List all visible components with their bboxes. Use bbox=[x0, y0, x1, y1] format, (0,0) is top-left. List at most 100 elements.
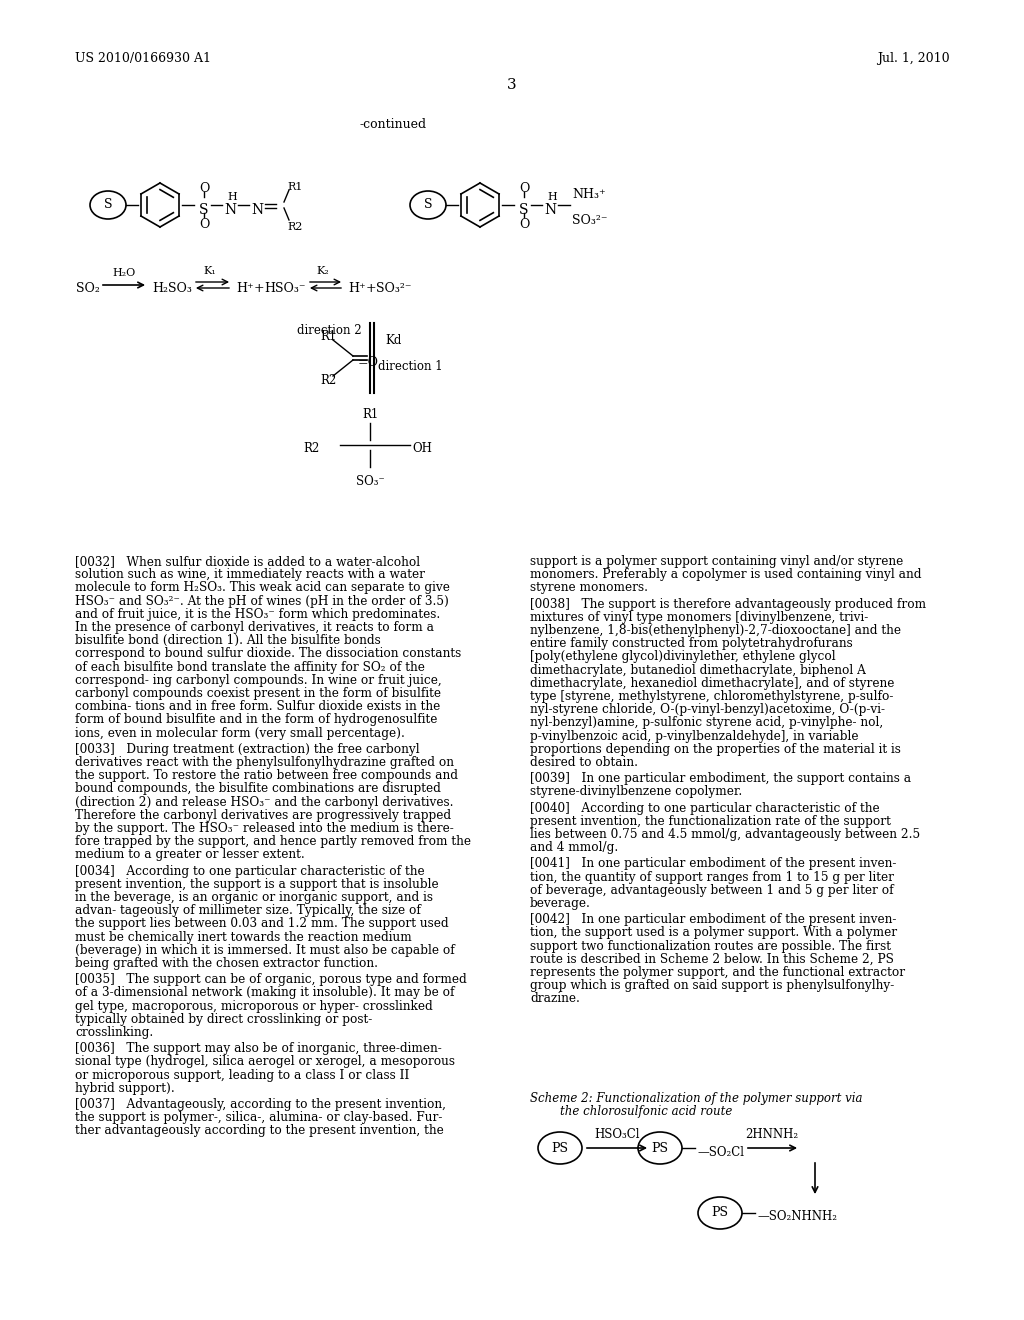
Text: [0037]   Advantageously, according to the present invention,: [0037] Advantageously, according to the … bbox=[75, 1098, 446, 1111]
Text: and of fruit juice, it is the HSO₃⁻ form which predominates.: and of fruit juice, it is the HSO₃⁻ form… bbox=[75, 607, 440, 620]
Text: SO₃⁻: SO₃⁻ bbox=[355, 475, 384, 488]
Text: being grafted with the chosen extractor function.: being grafted with the chosen extractor … bbox=[75, 957, 378, 970]
Text: drazine.: drazine. bbox=[530, 993, 580, 1006]
Text: hybrid support).: hybrid support). bbox=[75, 1082, 175, 1094]
Text: R1: R1 bbox=[361, 408, 378, 421]
Text: crosslinking.: crosslinking. bbox=[75, 1026, 154, 1039]
Text: H₂O: H₂O bbox=[113, 268, 135, 279]
Text: N: N bbox=[251, 203, 263, 216]
Text: present invention, the support is a support that is insoluble: present invention, the support is a supp… bbox=[75, 878, 438, 891]
Text: PS: PS bbox=[552, 1142, 568, 1155]
Text: -continued: -continued bbox=[360, 117, 427, 131]
Text: group which is grafted on said support is phenylsulfonylhy-: group which is grafted on said support i… bbox=[530, 979, 894, 993]
Text: [0039]   In one particular embodiment, the support contains a: [0039] In one particular embodiment, the… bbox=[530, 772, 911, 785]
Text: H: H bbox=[547, 191, 557, 202]
Text: nylbenzene, 1,8-bis(ethenylphenyl)-2,7-dioxooctane] and the: nylbenzene, 1,8-bis(ethenylphenyl)-2,7-d… bbox=[530, 624, 901, 638]
Text: carbonyl compounds coexist present in the form of bisulfite: carbonyl compounds coexist present in th… bbox=[75, 686, 441, 700]
Text: molecule to form H₂SO₃. This weak acid can separate to give: molecule to form H₂SO₃. This weak acid c… bbox=[75, 581, 450, 594]
Text: [0032]   When sulfur dioxide is added to a water-alcohol: [0032] When sulfur dioxide is added to a… bbox=[75, 554, 420, 568]
Text: K₁: K₁ bbox=[204, 267, 216, 276]
Text: support is a polymer support containing vinyl and/or styrene: support is a polymer support containing … bbox=[530, 554, 903, 568]
Text: direction 1: direction 1 bbox=[378, 359, 442, 372]
Text: nyl-benzyl)amine, p-sulfonic styrene acid, p-vinylphe- nol,: nyl-benzyl)amine, p-sulfonic styrene aci… bbox=[530, 717, 884, 730]
Text: O: O bbox=[519, 181, 529, 194]
Text: must be chemically inert towards the reaction medium: must be chemically inert towards the rea… bbox=[75, 931, 412, 944]
Text: type [styrene, methylstyrene, chloromethylstyrene, p-sulfo-: type [styrene, methylstyrene, chlorometh… bbox=[530, 690, 893, 704]
Text: tion, the support used is a polymer support. With a polymer: tion, the support used is a polymer supp… bbox=[530, 927, 897, 940]
Text: dimethacrylate, hexanediol dimethacrylate], and of styrene: dimethacrylate, hexanediol dimethacrylat… bbox=[530, 677, 894, 690]
Text: S: S bbox=[103, 198, 113, 211]
Text: HSO₃Cl: HSO₃Cl bbox=[594, 1127, 640, 1140]
Text: [0035]   The support can be of organic, porous type and formed: [0035] The support can be of organic, po… bbox=[75, 973, 467, 986]
Text: US 2010/0166930 A1: US 2010/0166930 A1 bbox=[75, 51, 211, 65]
Text: [0033]   During treatment (extraction) the free carbonyl: [0033] During treatment (extraction) the… bbox=[75, 743, 420, 756]
Text: sional type (hydrogel, silica aerogel or xerogel, a mesoporous: sional type (hydrogel, silica aerogel or… bbox=[75, 1056, 455, 1068]
Text: SO₂: SO₂ bbox=[76, 282, 100, 296]
Text: present invention, the functionalization rate of the support: present invention, the functionalization… bbox=[530, 814, 891, 828]
Text: S: S bbox=[200, 203, 209, 216]
Text: entire family constructed from polytetrahydrofurans: entire family constructed from polytetra… bbox=[530, 638, 853, 651]
Text: mixtures of vinyl type monomers [divinylbenzene, trivi-: mixtures of vinyl type monomers [divinyl… bbox=[530, 611, 868, 624]
Text: beverage.: beverage. bbox=[530, 898, 591, 909]
Text: of beverage, advantageously between 1 and 5 g per liter of: of beverage, advantageously between 1 an… bbox=[530, 884, 894, 896]
Text: support two functionalization routes are possible. The first: support two functionalization routes are… bbox=[530, 940, 891, 953]
Text: lies between 0.75 and 4.5 mmol/g, advantageously between 2.5: lies between 0.75 and 4.5 mmol/g, advant… bbox=[530, 828, 921, 841]
Text: H⁺: H⁺ bbox=[348, 282, 366, 296]
Text: R2: R2 bbox=[287, 222, 302, 232]
Text: solution such as wine, it immediately reacts with a water: solution such as wine, it immediately re… bbox=[75, 568, 425, 581]
Text: SO₃²⁻: SO₃²⁻ bbox=[572, 214, 607, 227]
Text: +: + bbox=[366, 282, 377, 296]
Text: +: + bbox=[254, 282, 264, 296]
Text: R1: R1 bbox=[287, 182, 302, 191]
Text: Kd: Kd bbox=[385, 334, 401, 346]
Text: fore trapped by the support, and hence partly removed from the: fore trapped by the support, and hence p… bbox=[75, 836, 471, 849]
Text: N: N bbox=[544, 203, 556, 216]
Text: advan- tageously of millimeter size. Typically, the size of: advan- tageously of millimeter size. Typ… bbox=[75, 904, 421, 917]
Text: [0041]   In one particular embodiment of the present inven-: [0041] In one particular embodiment of t… bbox=[530, 858, 896, 870]
Text: PS: PS bbox=[712, 1206, 728, 1220]
Text: N: N bbox=[224, 203, 237, 216]
Text: form of bound bisulfite and in the form of hydrogenosulfite: form of bound bisulfite and in the form … bbox=[75, 713, 437, 726]
Text: 2HNNH₂: 2HNNH₂ bbox=[745, 1127, 799, 1140]
Text: (direction 2) and release HSO₃⁻ and the carbonyl derivatives.: (direction 2) and release HSO₃⁻ and the … bbox=[75, 796, 454, 809]
Text: O: O bbox=[199, 181, 209, 194]
Text: combina- tions and in free form. Sulfur dioxide exists in the: combina- tions and in free form. Sulfur … bbox=[75, 700, 440, 713]
Text: —SO₂NHNH₂: —SO₂NHNH₂ bbox=[757, 1210, 837, 1224]
Text: R2: R2 bbox=[319, 374, 336, 387]
Text: O: O bbox=[519, 219, 529, 231]
Text: [0040]   According to one particular characteristic of the: [0040] According to one particular chara… bbox=[530, 801, 880, 814]
Text: [0036]   The support may also be of inorganic, three-dimen-: [0036] The support may also be of inorga… bbox=[75, 1043, 441, 1055]
Text: the support. To restore the ratio between free compounds and: the support. To restore the ratio betwee… bbox=[75, 770, 458, 783]
Text: SO₃²⁻: SO₃²⁻ bbox=[376, 282, 412, 296]
Text: S: S bbox=[424, 198, 432, 211]
Text: styrene monomers.: styrene monomers. bbox=[530, 581, 648, 594]
Text: and 4 mmol/g.: and 4 mmol/g. bbox=[530, 841, 618, 854]
Text: p-vinylbenzoic acid, p-vinylbenzaldehyde], in variable: p-vinylbenzoic acid, p-vinylbenzaldehyde… bbox=[530, 730, 858, 743]
Text: H⁺: H⁺ bbox=[236, 282, 254, 296]
Text: represents the polymer support, and the functional extractor: represents the polymer support, and the … bbox=[530, 966, 905, 979]
Text: —SO₂Cl: —SO₂Cl bbox=[697, 1146, 744, 1159]
Text: typically obtained by direct crosslinking or post-: typically obtained by direct crosslinkin… bbox=[75, 1012, 373, 1026]
Text: derivatives react with the phenylsulfonylhydrazine grafted on: derivatives react with the phenylsulfony… bbox=[75, 756, 454, 770]
Text: dimethacrylate, butanediol dimethacrylate, biphenol A: dimethacrylate, butanediol dimethacrylat… bbox=[530, 664, 866, 677]
Text: 3: 3 bbox=[507, 78, 517, 92]
Text: PS: PS bbox=[651, 1142, 669, 1155]
Text: styrene-divinylbenzene copolymer.: styrene-divinylbenzene copolymer. bbox=[530, 785, 742, 799]
Text: [poly(ethylene glycol)divinylether, ethylene glycol: [poly(ethylene glycol)divinylether, ethy… bbox=[530, 651, 836, 664]
Text: nyl-styrene chloride, O-(p-vinyl-benzyl)acetoxime, O-(p-vi-: nyl-styrene chloride, O-(p-vinyl-benzyl)… bbox=[530, 704, 885, 717]
Text: [0042]   In one particular embodiment of the present inven-: [0042] In one particular embodiment of t… bbox=[530, 913, 896, 927]
Text: S: S bbox=[519, 203, 528, 216]
Text: monomers. Preferably a copolymer is used containing vinyl and: monomers. Preferably a copolymer is used… bbox=[530, 568, 922, 581]
Text: R2: R2 bbox=[304, 442, 319, 455]
Text: correspond- ing carbonyl compounds. In wine or fruit juice,: correspond- ing carbonyl compounds. In w… bbox=[75, 673, 441, 686]
Text: the chlorosulfonic acid route: the chlorosulfonic acid route bbox=[560, 1105, 732, 1118]
Text: desired to obtain.: desired to obtain. bbox=[530, 756, 638, 770]
Text: tion, the quantity of support ranges from 1 to 15 g per liter: tion, the quantity of support ranges fro… bbox=[530, 871, 894, 883]
Text: route is described in Scheme 2 below. In this Scheme 2, PS: route is described in Scheme 2 below. In… bbox=[530, 953, 894, 966]
Text: bisulfite bond (direction 1). All the bisulfite bonds: bisulfite bond (direction 1). All the bi… bbox=[75, 634, 381, 647]
Text: by the support. The HSO₃⁻ released into the medium is there-: by the support. The HSO₃⁻ released into … bbox=[75, 822, 454, 836]
Text: O: O bbox=[199, 219, 209, 231]
Text: Therefore the carbonyl derivatives are progressively trapped: Therefore the carbonyl derivatives are p… bbox=[75, 809, 452, 822]
Text: gel type, macroporous, microporous or hyper- crosslinked: gel type, macroporous, microporous or hy… bbox=[75, 999, 433, 1012]
Text: K₂: K₂ bbox=[316, 267, 330, 276]
